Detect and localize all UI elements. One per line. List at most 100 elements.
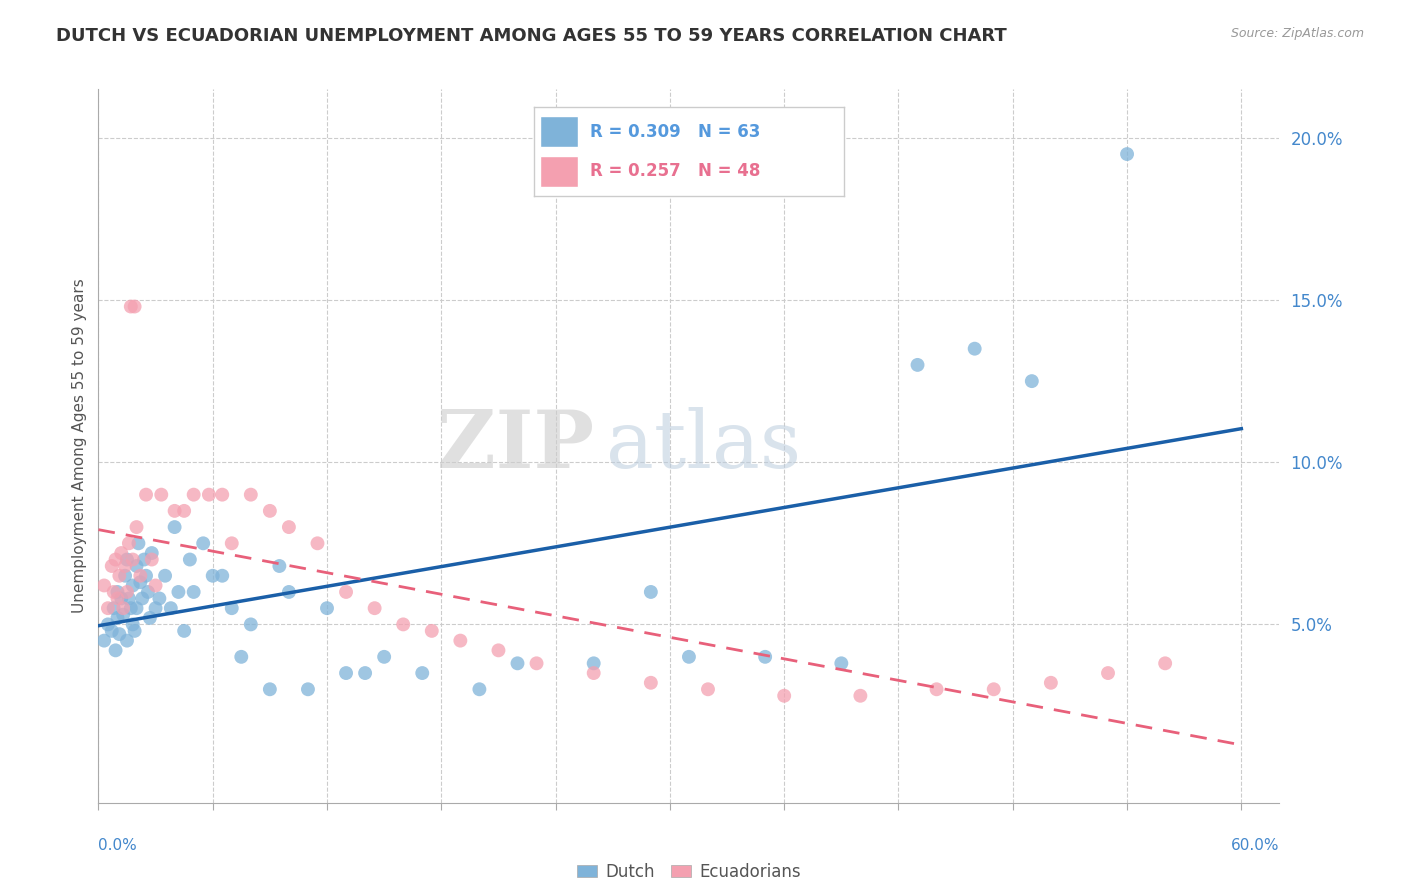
Point xyxy=(307,536,329,550)
Point xyxy=(107,611,129,625)
Point xyxy=(488,643,510,657)
Point xyxy=(135,488,157,502)
Point xyxy=(211,568,233,582)
Text: Source: ZipAtlas.com: Source: ZipAtlas.com xyxy=(1230,27,1364,40)
Point xyxy=(277,585,299,599)
Point xyxy=(1021,374,1043,388)
Point xyxy=(114,559,136,574)
Text: ZIP: ZIP xyxy=(437,407,595,485)
Point xyxy=(335,666,357,681)
Point xyxy=(678,649,700,664)
Point xyxy=(335,585,357,599)
Point xyxy=(506,657,529,671)
FancyBboxPatch shape xyxy=(540,116,578,147)
Point xyxy=(127,536,149,550)
Point xyxy=(221,601,243,615)
Text: R = 0.257   N = 48: R = 0.257 N = 48 xyxy=(591,162,761,180)
Point xyxy=(830,657,852,671)
Point xyxy=(121,578,143,592)
Text: 60.0%: 60.0% xyxy=(1232,838,1279,854)
Point xyxy=(120,601,142,615)
Point xyxy=(173,504,195,518)
Point xyxy=(1116,147,1139,161)
Text: 0.0%: 0.0% xyxy=(98,838,138,854)
Point xyxy=(100,559,122,574)
Point xyxy=(148,591,170,606)
Point xyxy=(239,488,262,502)
Point xyxy=(411,666,433,681)
Point xyxy=(135,568,157,582)
Point xyxy=(354,666,377,681)
Point xyxy=(163,504,186,518)
Point xyxy=(173,624,195,638)
FancyBboxPatch shape xyxy=(540,156,578,187)
Text: R = 0.309   N = 63: R = 0.309 N = 63 xyxy=(591,123,761,141)
Point xyxy=(373,649,395,664)
Point xyxy=(112,607,135,622)
Point xyxy=(582,666,605,681)
Point xyxy=(193,536,215,550)
Point xyxy=(183,585,205,599)
Point xyxy=(93,633,115,648)
Point xyxy=(118,536,141,550)
Point xyxy=(392,617,415,632)
Point xyxy=(269,559,291,574)
Point xyxy=(97,601,120,615)
Point xyxy=(103,585,125,599)
Point xyxy=(124,624,146,638)
Point xyxy=(1154,657,1177,671)
Point xyxy=(139,611,162,625)
Point xyxy=(1097,666,1119,681)
Point xyxy=(129,568,152,582)
Point xyxy=(124,300,146,314)
Point xyxy=(136,585,159,599)
Point xyxy=(907,358,929,372)
Point xyxy=(104,643,127,657)
Point xyxy=(110,546,132,560)
Point xyxy=(129,575,152,590)
Point xyxy=(104,552,127,566)
Point xyxy=(297,682,319,697)
Point xyxy=(640,585,662,599)
Point xyxy=(115,633,138,648)
Point xyxy=(221,536,243,550)
Point xyxy=(201,568,224,582)
Point xyxy=(198,488,221,502)
Point xyxy=(259,682,281,697)
Point xyxy=(150,488,173,502)
Point xyxy=(963,342,986,356)
Point xyxy=(118,591,141,606)
Point xyxy=(153,568,176,582)
Point xyxy=(114,568,136,582)
Point xyxy=(640,675,662,690)
Point xyxy=(526,657,548,671)
Point xyxy=(100,624,122,638)
Point xyxy=(125,520,148,534)
Point xyxy=(141,552,163,566)
Text: DUTCH VS ECUADORIAN UNEMPLOYMENT AMONG AGES 55 TO 59 YEARS CORRELATION CHART: DUTCH VS ECUADORIAN UNEMPLOYMENT AMONG A… xyxy=(56,27,1007,45)
Point xyxy=(167,585,190,599)
Point xyxy=(107,591,129,606)
Point xyxy=(112,601,135,615)
Point xyxy=(163,520,186,534)
Text: atlas: atlas xyxy=(606,407,801,485)
Point xyxy=(1039,675,1062,690)
Point xyxy=(449,633,471,648)
Point xyxy=(183,488,205,502)
Point xyxy=(754,649,776,664)
Point xyxy=(97,617,120,632)
Point xyxy=(849,689,872,703)
Point xyxy=(773,689,796,703)
Point xyxy=(582,657,605,671)
Point xyxy=(983,682,1005,697)
Point xyxy=(363,601,385,615)
Point xyxy=(103,601,125,615)
Point xyxy=(697,682,720,697)
Point xyxy=(120,300,142,314)
Point xyxy=(108,568,131,582)
Point xyxy=(277,520,299,534)
Point xyxy=(468,682,491,697)
Point xyxy=(131,591,153,606)
Point xyxy=(108,627,131,641)
Point xyxy=(121,617,143,632)
